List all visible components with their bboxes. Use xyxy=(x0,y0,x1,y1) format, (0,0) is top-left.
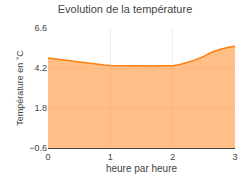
svg-text:−0.6: −0.6 xyxy=(29,143,47,153)
svg-text:3: 3 xyxy=(232,152,237,162)
svg-text:heure par heure: heure par heure xyxy=(106,163,178,174)
svg-text:2: 2 xyxy=(170,152,175,162)
svg-text:1.8: 1.8 xyxy=(34,103,47,113)
svg-text:1: 1 xyxy=(108,152,113,162)
svg-text:4.2: 4.2 xyxy=(34,63,47,73)
svg-text:6.6: 6.6 xyxy=(34,23,47,33)
svg-text:Evolution de la température: Evolution de la température xyxy=(58,3,193,15)
svg-text:Température en °C: Température en °C xyxy=(15,50,25,126)
svg-text:0: 0 xyxy=(45,152,50,162)
